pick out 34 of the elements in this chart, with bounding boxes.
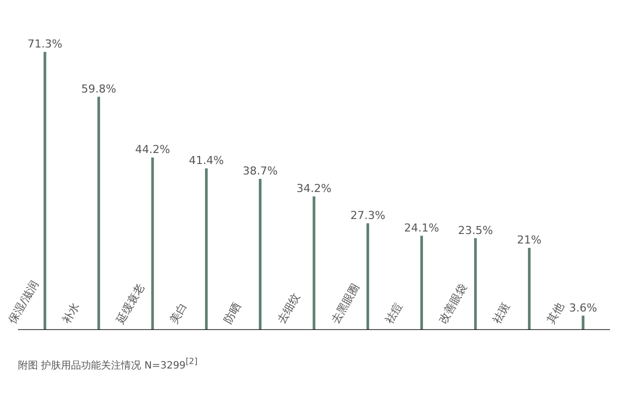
data-label: 71.3% bbox=[27, 38, 62, 51]
bar bbox=[582, 316, 584, 330]
x-tick-label: 祛斑 bbox=[490, 300, 513, 326]
text: 附图 护肤用品功能关注情况 N=3299$^{[2]}$ bbox=[18, 356, 198, 372]
x-tick-label: 美白 bbox=[167, 300, 190, 326]
bar bbox=[44, 52, 46, 330]
x-tick-label: 防晒 bbox=[221, 300, 244, 326]
bar bbox=[151, 157, 154, 330]
x-tick-label: 祛痘 bbox=[382, 300, 405, 326]
data-label: 24.1% bbox=[404, 221, 440, 234]
data-label: 23.5% bbox=[458, 224, 493, 237]
bar bbox=[474, 238, 477, 330]
data-label: 3.6% bbox=[569, 301, 598, 314]
x-tick-label: 保湿/滋润 bbox=[6, 278, 42, 326]
data-label: 44.2% bbox=[135, 143, 170, 156]
data-label: 59.8% bbox=[81, 82, 116, 96]
data-label: 38.7% bbox=[242, 164, 278, 178]
data-label: 41.4% bbox=[188, 154, 224, 168]
bar bbox=[528, 248, 531, 330]
bar bbox=[366, 223, 370, 330]
data-label: 27.3% bbox=[350, 209, 386, 222]
bar bbox=[97, 96, 100, 330]
x-tick-label: 改善眼袋 bbox=[436, 282, 470, 326]
bar bbox=[312, 196, 316, 330]
bar bbox=[258, 178, 262, 330]
bar bbox=[420, 236, 423, 330]
x-tick-label: 去细纹 bbox=[275, 291, 303, 326]
data-label: 34.2% bbox=[296, 182, 332, 196]
data-label: 21% bbox=[517, 234, 542, 247]
x-tick-label: 补水 bbox=[60, 300, 82, 326]
x-tick-label: 去黑眼圈 bbox=[328, 282, 362, 326]
x-tick-label: 其他 bbox=[544, 300, 566, 326]
bar bbox=[205, 168, 208, 330]
x-tick-label: 延缓衰老 bbox=[113, 282, 147, 328]
